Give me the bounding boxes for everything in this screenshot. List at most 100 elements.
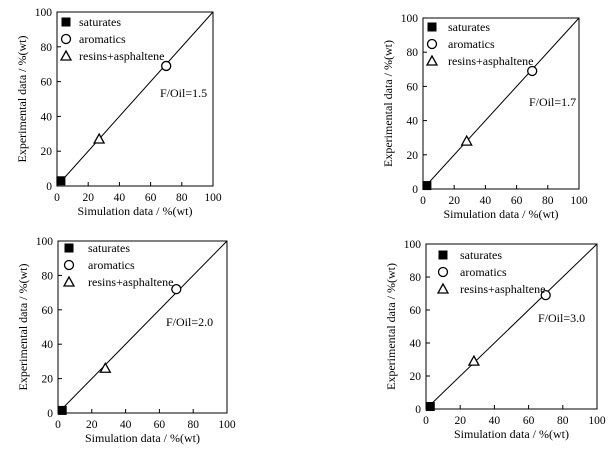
parity-line [57,240,228,414]
annotation-label: F/Oil=1.5 [160,86,207,100]
x-tick-label: 80 [187,419,199,431]
chart-panel-4: 0 20 40 60 80 100 0 20 40 60 80 100 Simulation data … [384,239,606,441]
legend-entry: aromatics [460,265,507,279]
legend-entry: aromatics [79,32,126,46]
legend-marker [61,17,71,27]
y-tick-label: 100 [404,239,422,251]
legend-marker [438,250,448,260]
x-tick-label: 80 [557,415,569,427]
x-tick-label: 100 [570,195,588,207]
legend-entry: saturates [460,248,502,262]
data-point-open-circle [527,65,538,77]
chart-panel-3: 0 20 40 60 80 100 0 20 40 60 80 100 Simulation data … [16,236,236,445]
y-tick-label: 20 [42,374,54,386]
x-tick-label: 0 [54,192,60,204]
x-tick-label: 100 [204,192,222,204]
legend-marker [64,243,74,253]
x-tick-label: 80 [176,192,188,204]
chart-panel-2: 0 20 40 60 80 100 0 20 40 60 80 100 Simulation data … [381,13,588,221]
y-tick-label: 100 [401,13,419,25]
x-tick-label: 20 [448,195,460,207]
plot-frame [425,243,598,410]
y-tick-label: 0 [46,181,52,193]
legend-marker [436,282,450,294]
y-tick-label: 20 [41,146,53,158]
data-point-open-triangle [99,361,112,373]
annotation-label: F/Oil=1.7 [529,95,576,109]
legend-marker [59,49,73,61]
parity-line [56,11,214,187]
y-tick-label: 80 [407,47,419,59]
y-tick-label: 80 [41,42,53,54]
y-axis-label: Experimental data / %(wt) [384,263,398,390]
data-point-open-circle [161,60,172,72]
y-tick-label: 40 [407,116,419,128]
legend-entry: resins+asphaltene [448,54,533,68]
y-tick-label: 40 [410,338,422,350]
legend-entry: resins+asphaltene [79,49,164,63]
x-tick-label: 40 [489,415,501,427]
plot-frame [57,240,228,414]
x-tick-label: 60 [523,415,535,427]
legend-entry: saturates [79,15,121,29]
legend-entry: saturates [88,241,130,255]
x-tick-label: 0 [55,419,61,431]
y-tick-label: 60 [407,81,419,93]
data-point-filled-square [56,176,66,186]
x-tick-label: 40 [480,195,492,207]
legend-marker [427,22,437,32]
data-point-open-circle [540,289,551,301]
legend-marker [425,54,439,66]
x-axis-label: Simulation data / %(wt) [78,204,193,218]
legend-entry: resins+asphaltene [460,282,545,296]
legend-entry: saturates [448,20,490,34]
x-tick-label: 20 [86,419,98,431]
data-point-open-triangle [93,132,106,144]
y-tick-label: 0 [47,408,53,420]
y-tick-label: 80 [410,272,422,284]
x-axis-label: Simulation data / %(wt) [444,207,559,221]
y-tick-label: 80 [42,270,54,282]
parity-line [425,243,598,410]
legend-entry: resins+asphaltene [88,275,173,289]
x-tick-label: 40 [114,192,126,204]
annotation-label: F/Oil=2.0 [166,315,213,329]
y-tick-label: 0 [412,184,418,196]
data-point-filled-square [425,402,435,412]
x-tick-label: 60 [511,195,523,207]
x-tick-label: 100 [218,419,236,431]
chart-panel-1: 0 20 40 60 80 100 0 20 40 60 80 100 Simulation data … [15,7,222,218]
data-point-filled-square [422,181,432,191]
parity-line [422,17,580,190]
x-tick-label: 0 [423,415,429,427]
y-tick-label: 40 [41,111,53,123]
legend-marker [63,259,75,271]
legend-marker [437,266,449,278]
x-tick-label: 20 [82,192,94,204]
y-tick-label: 20 [410,371,422,383]
x-tick-label: 80 [542,195,554,207]
data-point-open-triangle [460,134,473,146]
y-axis-label: Experimental data / %(wt) [381,40,395,167]
data-point-open-circle [171,284,182,295]
y-tick-label: 100 [35,7,53,19]
legend-marker [426,38,438,50]
x-tick-label: 100 [588,415,606,427]
legend-entry: aromatics [448,37,495,51]
legend-marker [62,275,76,287]
x-tick-label: 20 [454,415,466,427]
legend-marker [60,33,72,45]
legend-entry: aromatics [88,258,135,272]
x-tick-label: 40 [120,419,132,431]
plot-frame [56,11,214,187]
y-axis-label: Experimental data / %(wt) [16,264,30,391]
annotation-label: F/Oil=3.0 [538,311,585,325]
y-axis-label: Experimental data / %(wt) [15,36,29,163]
y-tick-label: 20 [407,150,419,162]
data-point-filled-square [57,405,67,415]
x-axis-label: Simulation data / %(wt) [454,427,569,441]
x-tick-label: 0 [420,195,426,207]
y-tick-label: 60 [42,305,54,317]
y-tick-label: 60 [41,77,53,89]
